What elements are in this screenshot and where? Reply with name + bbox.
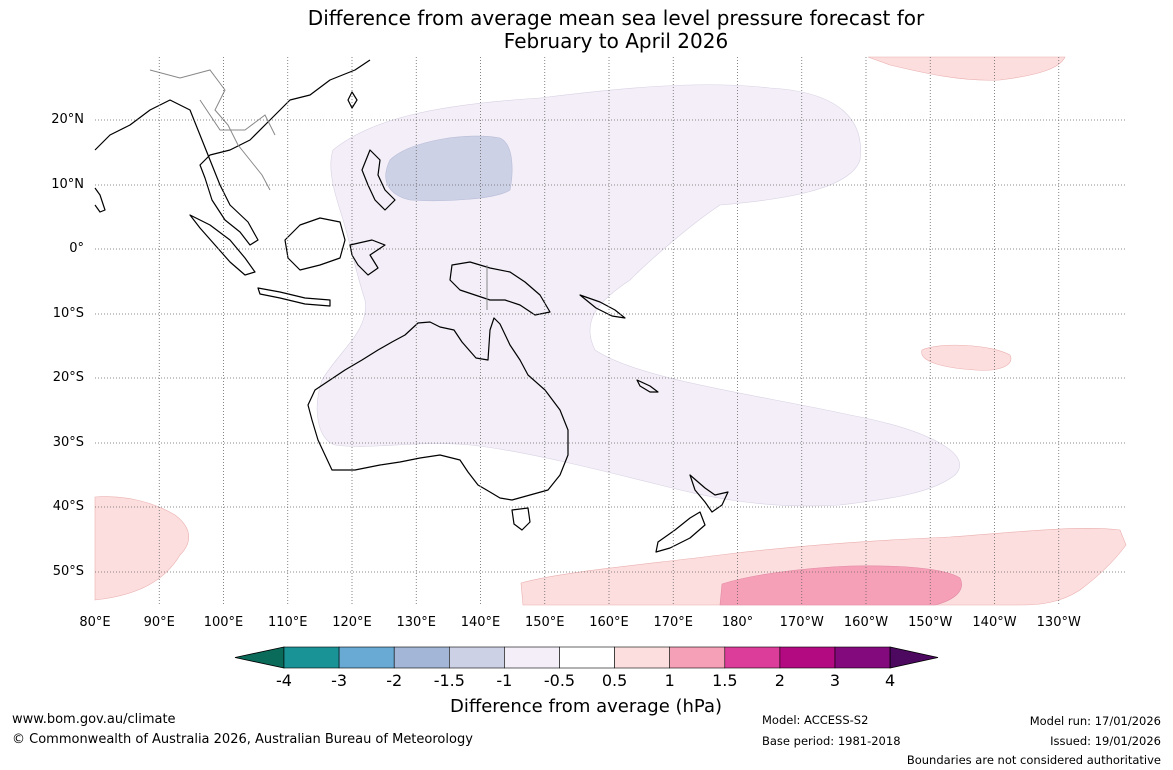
coast-southeast-asia (94, 59, 371, 246)
lon-tick: 90°E (143, 615, 175, 630)
coast-taiwan (347, 91, 358, 109)
coast-sumatra (189, 214, 256, 276)
issued-date: Issued: 19/01/2026 (1050, 734, 1161, 748)
colorbar-segment (393, 646, 450, 669)
colorbar-segment (338, 646, 395, 669)
colorbar-title: Difference from average (hPa) (449, 696, 723, 717)
lon-tick: 160°W (843, 615, 889, 630)
colorbar-segment (614, 646, 670, 669)
colorbar-label: -4 (276, 671, 292, 690)
colorbar-segment (724, 646, 781, 669)
lon-tick: 180° (721, 615, 754, 630)
colorbar-segment (448, 646, 505, 669)
region-southern-ocean-high-core (719, 565, 962, 606)
website-link[interactable]: www.bom.gov.au/climate (12, 712, 176, 727)
colorbar-segment (283, 646, 340, 669)
lon-tick: 140°W (972, 615, 1017, 630)
colorbar-segment (504, 646, 560, 669)
coast-new-caledonia (636, 379, 659, 393)
coast-india (94, 187, 106, 213)
colorbar-label: -3 (331, 671, 348, 690)
lat-tick-10n: 10°N (51, 177, 84, 192)
region-philippine-sea-low (385, 135, 513, 201)
lon-tick: 160°E (589, 615, 629, 630)
lon-tick: 130°E (396, 615, 437, 630)
lon-tick: 170°W (779, 615, 824, 630)
colorbar-label: -1.5 (433, 671, 465, 690)
lon-tick: 120°E (332, 615, 372, 630)
region-north-pacific-high (867, 56, 1066, 81)
lon-tick: 100°E (203, 615, 244, 630)
lat-tick-20n: 20°N (51, 112, 84, 127)
colorbar-label: -0.5 (543, 671, 576, 690)
colorbar-label: 2 (774, 671, 785, 690)
coast-tasmania (511, 507, 531, 531)
lat-tick-30s: 30°S (52, 435, 84, 450)
colorbar-segment (669, 646, 726, 669)
base-period: Base period: 1981-2018 (762, 734, 901, 748)
colorbar-label: 4 (885, 671, 896, 690)
copyright-text: © Commonwealth of Australia 2026, Austra… (12, 732, 473, 747)
boundary-disclaimer: Boundaries are not considered authoritat… (906, 753, 1161, 767)
region-southern-ocean-high (520, 528, 1127, 606)
lat-tick-20s: 20°S (52, 370, 84, 385)
coast-sulawesi (349, 239, 386, 276)
colorbar-label: -1 (496, 671, 513, 690)
model-run-date: Model run: 17/01/2026 (1029, 714, 1161, 728)
lon-tick: 150°W (908, 615, 953, 630)
coast-australia (307, 317, 569, 501)
lon-tick: 140°E (460, 615, 501, 630)
coast-solomon-islands (579, 294, 626, 319)
lat-tick-10s: 10°S (52, 306, 84, 321)
map-title-line-1: Difference from average mean sea level p… (307, 6, 925, 30)
colorbar-segment (834, 646, 891, 669)
colorbar (234, 646, 939, 669)
colorbar-extend-high (889, 646, 939, 669)
lon-tick: 110°E (267, 615, 308, 630)
coast-philippines (361, 149, 396, 211)
colorbar-segment (779, 646, 836, 669)
region-french-polynesia-high (921, 344, 1012, 371)
anomaly-shading (94, 56, 1127, 606)
lon-tick: 130°W (1036, 615, 1081, 630)
map-title-line-2: February to April 2026 (503, 29, 729, 53)
coastlines (94, 59, 729, 553)
coast-borneo (284, 217, 346, 271)
lon-tick: 150°E (524, 615, 565, 630)
colorbar-label: 0.5 (601, 671, 628, 690)
coast-java (257, 287, 331, 307)
coast-new-zealand-south (655, 511, 706, 553)
colorbar-segment (559, 646, 615, 669)
colorbar-label: 1.5 (712, 671, 738, 690)
lon-tick: 170°E (653, 615, 694, 630)
lon-tick: 80°E (79, 615, 111, 630)
model-name: Model: ACCESS-S2 (762, 713, 869, 727)
graticule (95, 57, 1126, 605)
region-southern-indian-high (94, 496, 190, 601)
lat-tick-0: 0° (69, 241, 84, 256)
coast-new-zealand-north (689, 474, 729, 513)
border-indochina (199, 99, 276, 136)
colorbar-label: 3 (829, 671, 841, 690)
lat-tick-50s: 50°S (52, 564, 84, 579)
colorbar-extend-low (234, 646, 285, 669)
colorbar-label: 1 (664, 671, 675, 690)
borders (149, 69, 488, 310)
colorbar-label: -2 (386, 671, 403, 690)
border-mainland-asia (149, 69, 271, 191)
coast-new-guinea (449, 261, 551, 316)
lat-tick-40s: 40°S (52, 499, 84, 514)
